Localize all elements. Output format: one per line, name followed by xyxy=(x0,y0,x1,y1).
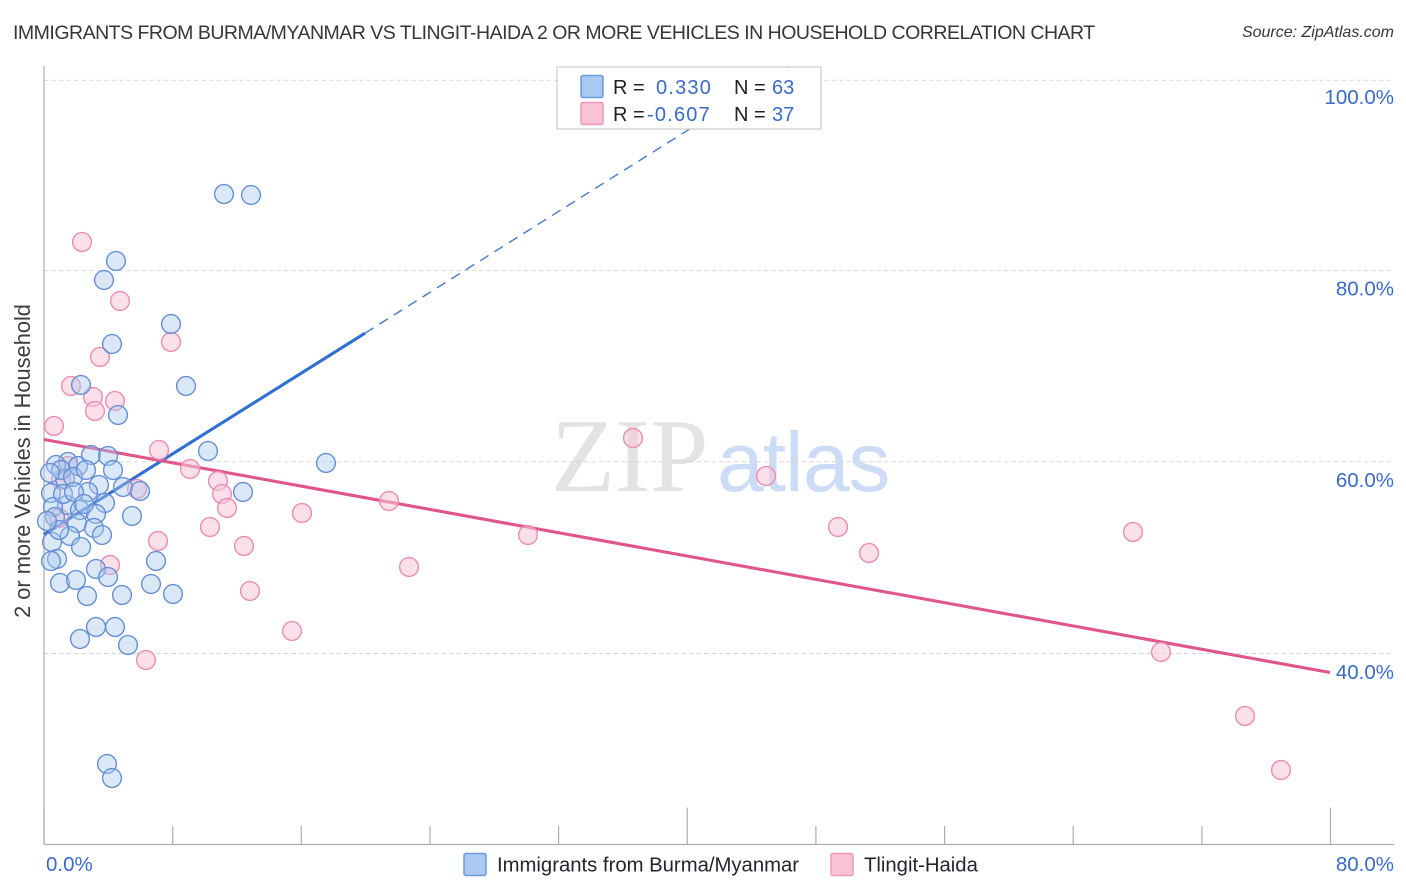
svg-text:Tlingit-Haida: Tlingit-Haida xyxy=(864,855,979,877)
svg-text:N =: N = xyxy=(734,104,766,126)
svg-text:40.0%: 40.0% xyxy=(1336,661,1394,684)
svg-text:R =: R = xyxy=(613,104,645,126)
svg-text:100.0%: 100.0% xyxy=(1324,86,1394,109)
svg-text:ZIP: ZIP xyxy=(551,397,709,514)
svg-text:0.0%: 0.0% xyxy=(46,853,93,876)
svg-text:63: 63 xyxy=(772,77,794,99)
svg-text:2 or more Vehicles in Househol: 2 or more Vehicles in Household xyxy=(10,304,35,618)
svg-text:80.0%: 80.0% xyxy=(1336,278,1394,301)
svg-text:Immigrants from Burma/Myanmar: Immigrants from Burma/Myanmar xyxy=(497,855,799,877)
svg-text:0.330: 0.330 xyxy=(656,77,712,99)
svg-text:-0.607: -0.607 xyxy=(647,104,711,126)
svg-text:37: 37 xyxy=(772,104,794,126)
svg-text:N =: N = xyxy=(734,77,766,99)
svg-text:60.0%: 60.0% xyxy=(1336,469,1394,492)
svg-text:R =: R = xyxy=(613,77,645,99)
svg-text:80.0%: 80.0% xyxy=(1336,853,1394,876)
